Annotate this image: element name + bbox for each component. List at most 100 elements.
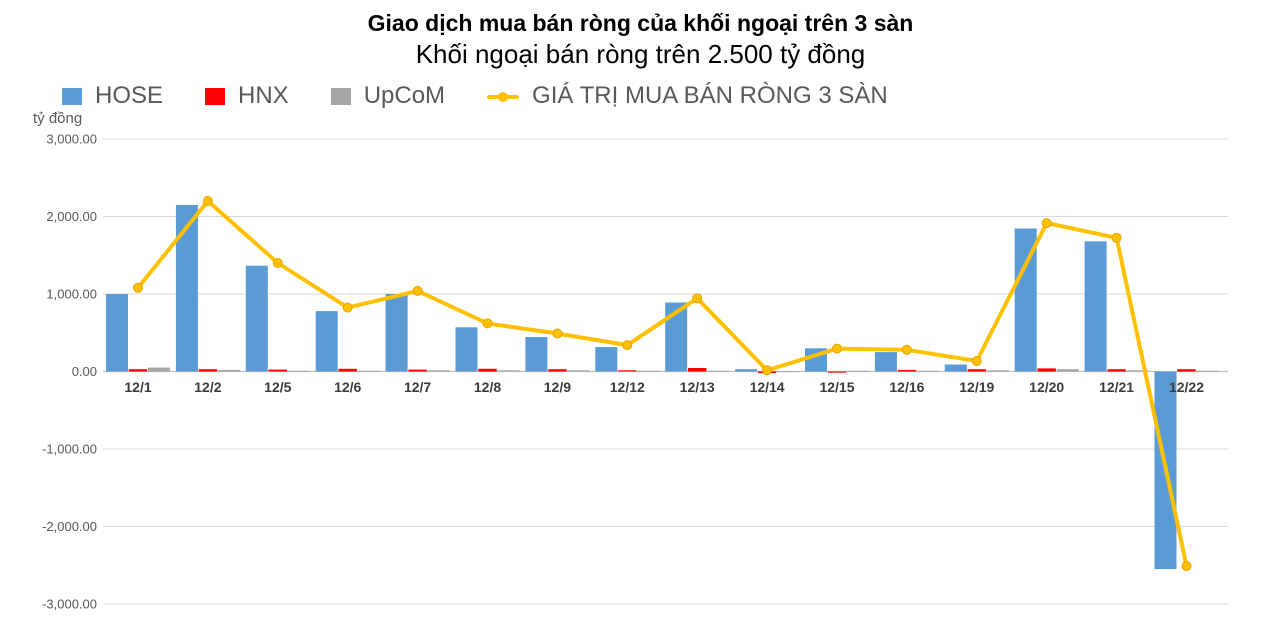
legend-label-hose: HOSE [95, 82, 164, 109]
chart-header: Giao dịch mua bán ròng của khối ngoại tr… [0, 8, 1281, 71]
hose-bar [1084, 241, 1107, 372]
x-tick-label: 12/20 [1029, 379, 1064, 395]
line-marker [133, 282, 143, 293]
chart-legend: HOSE HNX UpCoM GIÁ TRỊ MUA BÁN RÒNG 3 SÀ… [62, 82, 888, 110]
upcom-bar [427, 370, 450, 372]
y-tick-label: 3,000.00 [46, 132, 97, 147]
hose-bar [1014, 228, 1037, 372]
hose-bar [245, 265, 268, 372]
hnx-bar [827, 371, 847, 373]
x-tick-label: 12/9 [544, 379, 571, 395]
hnx-bar [198, 369, 218, 372]
x-tick-label: 12/16 [889, 379, 924, 395]
x-tick-label: 12/19 [959, 379, 994, 395]
legend-label-hnx: HNX [238, 82, 289, 109]
hnx-bar [1177, 369, 1196, 372]
hose-bar [735, 369, 758, 372]
x-tick-label: 12/13 [680, 379, 715, 395]
legend-item-hnx: HNX [205, 82, 289, 110]
hnx-bar [408, 369, 427, 372]
upcom-bar [847, 370, 869, 372]
x-tick-label: 12/15 [819, 379, 854, 395]
x-tick-label: 12/1 [124, 379, 151, 395]
y-tick-label: 2,000.00 [46, 209, 97, 224]
hnx-bar [1107, 369, 1126, 372]
hose-bar [665, 302, 688, 372]
line-marker [901, 344, 912, 355]
x-tick-label: 12/6 [334, 379, 361, 395]
hnx-swatch-icon [205, 87, 226, 105]
hose-swatch-icon [62, 87, 82, 105]
y-tick-label: 1,000.00 [46, 287, 97, 302]
x-tick-label: 12/2 [194, 379, 221, 395]
line-marker [971, 356, 982, 366]
hnx-bar [338, 368, 357, 372]
hnx-bar [1037, 368, 1056, 372]
line-marker [482, 318, 493, 329]
line-marker [1041, 218, 1052, 229]
line-marker [762, 365, 773, 376]
hose-bar [106, 294, 128, 372]
upcom-bar [1196, 370, 1219, 372]
chart-subtitle: Khối ngoại bán ròng trên 2.500 tỷ đồng [415, 39, 866, 69]
upcom-bar [707, 370, 730, 372]
line-marker [342, 302, 353, 313]
upcom-bar [916, 370, 939, 372]
y-tick-label: -1,000.00 [42, 442, 97, 457]
x-tick-label: 12/14 [750, 379, 785, 395]
upcom-bar [777, 371, 800, 373]
upcom-bar [1126, 370, 1149, 372]
upcom-bar [986, 370, 1009, 372]
hnx-bar [688, 368, 707, 372]
x-tick-label: 12/5 [264, 379, 291, 395]
hnx-bar [967, 369, 986, 372]
upcom-bar [148, 367, 170, 372]
line-marker [1181, 561, 1192, 571]
legend-item-hose: HOSE [62, 82, 163, 110]
upcom-bar [217, 369, 240, 372]
hose-bar [175, 204, 198, 372]
y-axis-unit-label: tỷ đồng [33, 110, 83, 127]
line-marker [202, 196, 213, 206]
total-line [136, 199, 1189, 568]
hnx-bar [268, 369, 287, 372]
upcom-bar [1056, 369, 1079, 372]
legend-item-upcom: UpCoM [330, 82, 446, 110]
hose-bar [525, 337, 548, 372]
hose-bar [944, 364, 967, 372]
hose-bar [455, 327, 478, 372]
chart-title: Giao dịch mua bán ròng của khối ngoại tr… [367, 10, 914, 36]
hose-bar [595, 347, 618, 372]
legend-label-upcom: UpCoM [363, 82, 446, 109]
line-marker [832, 343, 842, 354]
hnx-bar [548, 369, 567, 372]
upcom-bar [637, 370, 660, 372]
y-tick-label: -2,000.00 [42, 519, 97, 534]
x-tick-label: 12/7 [404, 379, 431, 395]
hnx-bar [478, 368, 497, 372]
line-marker [412, 285, 423, 296]
y-tick-label: 0.00 [72, 364, 97, 379]
x-tick-label: 12/21 [1099, 379, 1134, 395]
upcom-bar [567, 370, 590, 372]
upcom-bar [357, 370, 380, 372]
legend-label-total-line: GIÁ TRỊ MUA BÁN RÒNG 3 SÀN [532, 82, 888, 109]
x-tick-label: 12/22 [1169, 379, 1204, 395]
y-tick-label: -3,000.00 [42, 597, 97, 612]
hose-bar [385, 294, 408, 372]
x-tick-label: 12/8 [474, 379, 501, 395]
line-marker [1111, 232, 1122, 243]
hnx-bar [618, 370, 637, 372]
hnx-bar [897, 369, 917, 372]
upcom-swatch-icon [330, 87, 351, 105]
upcom-bar [497, 370, 520, 372]
line-marker [622, 340, 633, 351]
hose-bar [874, 352, 897, 372]
x-tick-label: 12/12 [610, 379, 645, 395]
hose-bar [315, 311, 338, 372]
upcom-bar [287, 370, 310, 372]
line-marker [272, 258, 283, 268]
legend-item-total-line: GIÁ TRỊ MUA BÁN RÒNG 3 SÀN [487, 82, 888, 110]
